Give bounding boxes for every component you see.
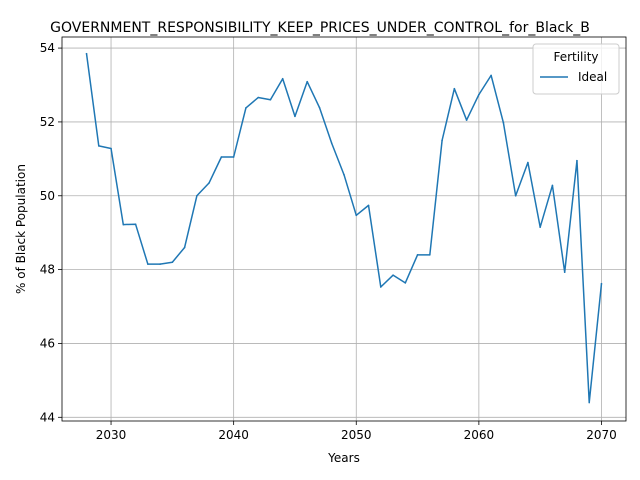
data-point [245, 107, 247, 109]
data-point [85, 52, 88, 55]
data-point [171, 261, 174, 264]
data-point [404, 282, 407, 284]
data-point [232, 156, 235, 158]
data-point [196, 194, 198, 197]
data-point [478, 93, 480, 96]
data-point [343, 173, 345, 176]
data-point [220, 156, 223, 158]
data-point [159, 263, 161, 265]
legend-title: Fertility [553, 50, 598, 64]
x-tick-label: 2050 [341, 428, 372, 442]
data-point [281, 77, 284, 80]
data-point [441, 139, 443, 142]
data-point [97, 145, 100, 147]
y-tick-label: 48 [40, 263, 55, 277]
x-axis-ticks: 2030 2040 2050 2060 2070 [96, 421, 617, 442]
data-point [330, 142, 333, 145]
y-tick-label: 46 [40, 336, 55, 350]
data-point [465, 119, 468, 121]
data-point [416, 254, 419, 256]
data-point [379, 286, 382, 288]
data-point [208, 182, 210, 184]
chart-title: GOVERNMENT_RESPONSIBILITY_KEEP_PRICES_UN… [50, 20, 590, 36]
data-point [576, 159, 578, 162]
data-point [490, 74, 492, 77]
data-point [429, 254, 431, 256]
y-axis-ticks: 44 46 48 50 52 54 [40, 41, 62, 424]
legend-label-ideal: Ideal [578, 70, 607, 84]
x-tick-label: 2060 [464, 428, 495, 442]
y-tick-label: 54 [40, 41, 55, 55]
plot-frame [61, 36, 627, 422]
data-point [367, 204, 370, 207]
data-point [257, 96, 259, 99]
data-point [588, 401, 591, 404]
x-axis-label: Years [327, 451, 360, 465]
data-point [502, 121, 505, 124]
data-point [122, 223, 125, 226]
legend: Fertility Ideal [532, 43, 620, 95]
y-tick-label: 52 [40, 115, 55, 129]
data-point [306, 80, 309, 83]
data-point [318, 106, 321, 109]
data-point [147, 263, 149, 265]
data-point [294, 115, 296, 118]
y-tick-label: 44 [40, 410, 55, 424]
legend-box [532, 43, 620, 95]
x-tick-label: 2040 [218, 428, 249, 442]
data-point [269, 98, 272, 101]
y-tick-label: 50 [40, 189, 55, 203]
y-axis-label: % of Black Population [14, 164, 28, 294]
data-point [527, 161, 529, 164]
series-layer [85, 52, 603, 404]
data-point [539, 226, 541, 228]
data-point [514, 194, 517, 197]
data-point [183, 246, 186, 249]
data-point [600, 282, 603, 285]
data-point [563, 271, 566, 274]
x-tick-label: 2030 [96, 428, 127, 442]
data-point [453, 87, 456, 90]
grid-lines [62, 37, 626, 421]
x-tick-label: 2070 [586, 428, 617, 442]
data-point [110, 147, 112, 150]
data-point [355, 214, 358, 217]
data-point [551, 184, 554, 187]
data-point [134, 223, 137, 225]
data-point [392, 274, 394, 276]
